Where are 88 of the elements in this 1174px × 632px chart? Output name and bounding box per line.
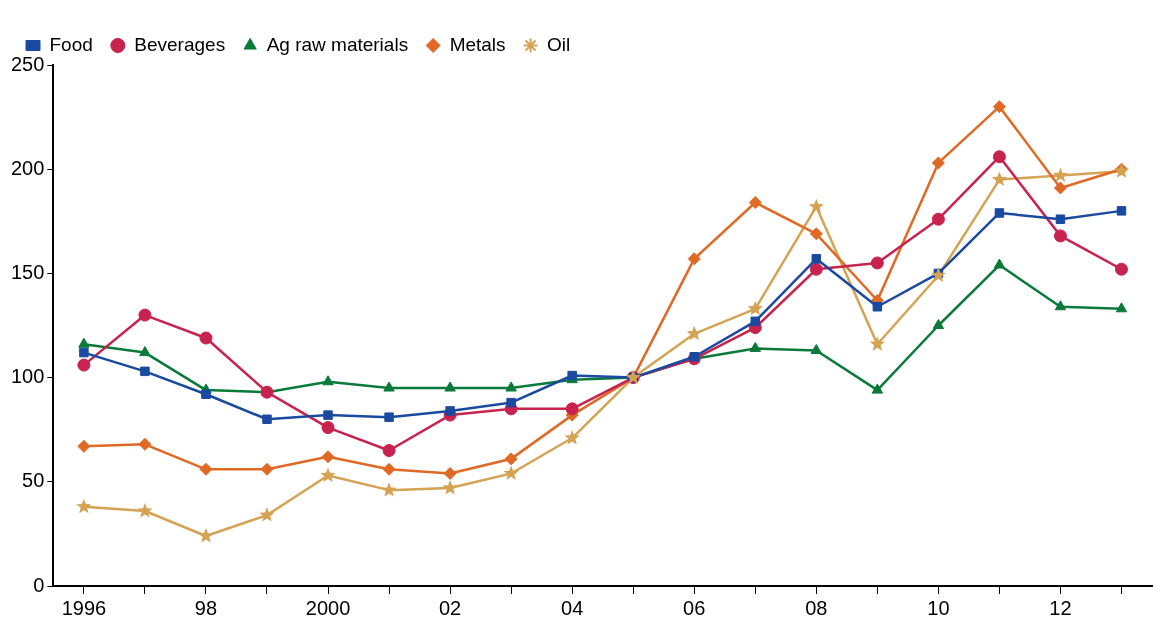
- point: [139, 346, 151, 357]
- point: [262, 414, 272, 425]
- point: [687, 252, 701, 266]
- point: [1054, 300, 1067, 311]
- point: [259, 507, 275, 522]
- point: [260, 462, 274, 476]
- point: [1055, 214, 1066, 224]
- point: [992, 150, 1006, 164]
- point: [199, 331, 213, 345]
- point: [564, 430, 580, 445]
- point: [809, 227, 823, 241]
- point: [503, 465, 519, 480]
- point: [198, 527, 214, 543]
- point: [77, 358, 91, 372]
- x-tick-label: 04: [561, 596, 584, 619]
- point: [443, 466, 457, 480]
- point: [810, 344, 822, 355]
- point: [1053, 181, 1067, 195]
- legend-label: Food: [49, 33, 93, 55]
- point: [869, 336, 885, 351]
- point: [442, 480, 458, 495]
- x-tick-label: 1996: [61, 596, 107, 619]
- point: [747, 300, 763, 316]
- point: [140, 366, 150, 377]
- point: [506, 397, 516, 408]
- point: [993, 258, 1006, 269]
- point: [991, 171, 1008, 187]
- legend-label: Ag raw materials: [266, 33, 409, 55]
- point: [320, 467, 336, 483]
- point: [1116, 206, 1127, 216]
- point: [383, 381, 395, 392]
- x-tick-label: 2000: [305, 596, 351, 619]
- point: [809, 262, 823, 276]
- point: [932, 319, 945, 329]
- point: [1052, 167, 1069, 182]
- y-tick-label: 50: [22, 469, 45, 492]
- point: [321, 450, 335, 464]
- point: [444, 381, 456, 392]
- point: [870, 256, 884, 270]
- point: [872, 302, 883, 312]
- y-tick-label: 150: [10, 260, 45, 283]
- point: [871, 383, 884, 394]
- point: [78, 337, 90, 348]
- point: [748, 196, 762, 210]
- point: [384, 412, 394, 422]
- point: [994, 208, 1005, 218]
- x-tick-label: 06: [683, 596, 706, 619]
- point: [201, 389, 211, 400]
- point: [322, 375, 334, 386]
- point: [749, 341, 761, 352]
- point: [321, 421, 335, 435]
- point: [1114, 262, 1128, 276]
- y-tick-label: 0: [33, 573, 45, 596]
- point: [137, 502, 153, 518]
- point: [931, 212, 945, 226]
- point: [1053, 229, 1067, 243]
- y-tick-label: 250: [10, 52, 45, 75]
- point: [323, 410, 333, 420]
- point: [808, 198, 824, 214]
- point: [199, 462, 213, 476]
- x-tick-label: 98: [194, 596, 218, 619]
- point: [382, 444, 396, 458]
- point: [565, 402, 579, 416]
- x-tick-label: 08: [805, 596, 828, 619]
- y-tick-label: 200: [10, 156, 45, 179]
- legend-label: Beverages: [134, 33, 226, 55]
- x-tick-label: 02: [438, 596, 462, 619]
- point: [445, 406, 455, 416]
- point: [381, 482, 397, 497]
- point: [686, 325, 702, 341]
- point: [811, 254, 822, 264]
- point: [138, 437, 152, 451]
- legend-label: Metals: [449, 33, 506, 55]
- point: [505, 381, 517, 392]
- point: [1115, 302, 1128, 313]
- point: [992, 100, 1006, 114]
- x-tick-label: 12: [1049, 596, 1072, 619]
- point: [79, 347, 89, 358]
- point: [382, 462, 396, 476]
- point: [504, 452, 518, 466]
- point: [750, 316, 761, 327]
- point: [76, 498, 92, 514]
- x-tick-label: 10: [927, 596, 950, 619]
- point: [77, 439, 91, 453]
- point: [138, 308, 152, 322]
- legend-label: Oil: [547, 33, 571, 55]
- y-tick-label: 100: [10, 365, 45, 388]
- point: [931, 156, 945, 170]
